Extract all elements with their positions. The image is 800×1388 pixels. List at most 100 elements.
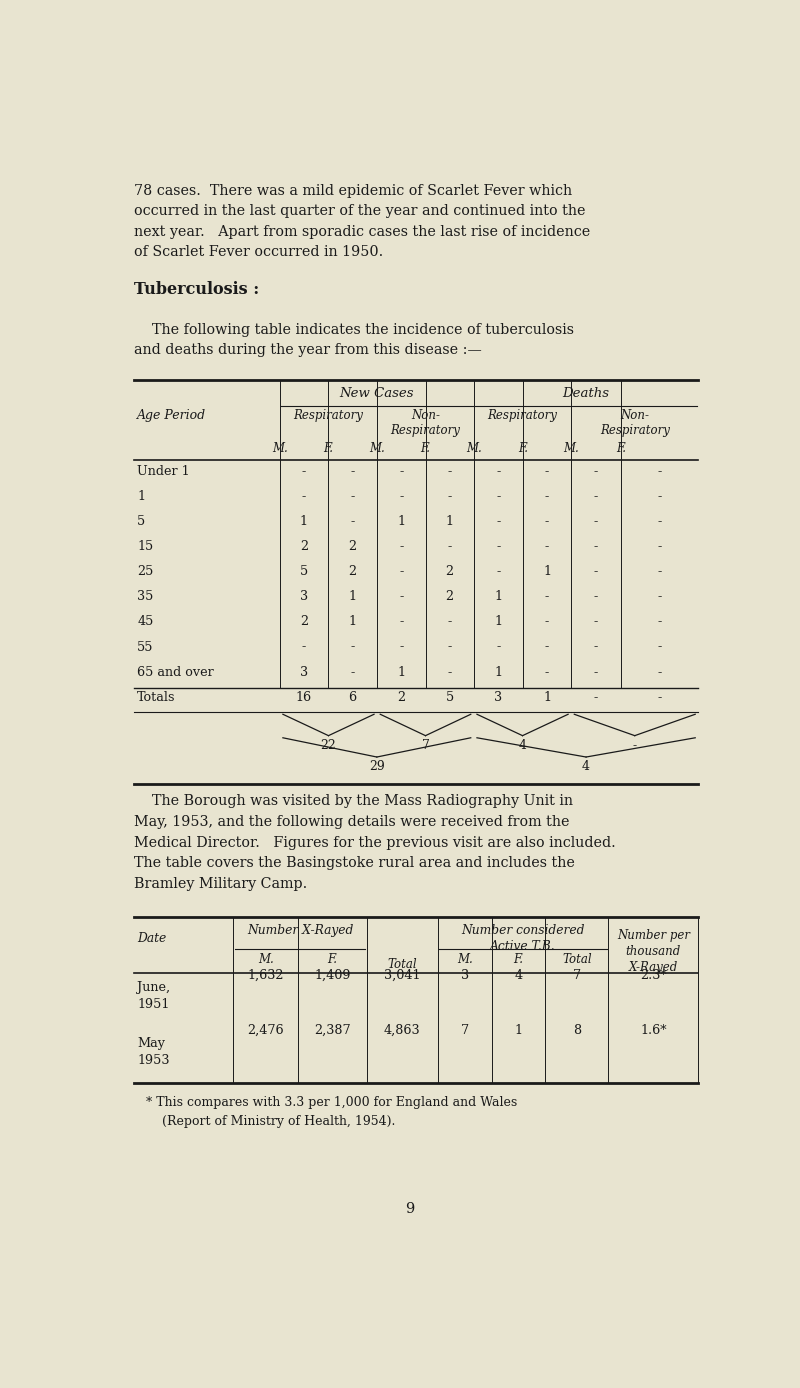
Text: -: - [447, 615, 452, 629]
Text: -: - [447, 490, 452, 502]
Text: 1: 1 [398, 666, 406, 679]
Text: -: - [594, 590, 598, 604]
Text: 29: 29 [369, 761, 385, 773]
Text: 4,863: 4,863 [384, 1024, 421, 1037]
Text: Date: Date [138, 933, 166, 945]
Text: F.: F. [323, 443, 333, 455]
Text: 55: 55 [138, 640, 154, 654]
Text: -: - [594, 640, 598, 654]
Text: May
1953: May 1953 [138, 1037, 170, 1066]
Text: -: - [447, 465, 452, 477]
Text: 3: 3 [461, 969, 469, 981]
Text: 1: 1 [543, 565, 551, 579]
Text: -: - [594, 540, 598, 552]
Text: M.: M. [457, 952, 473, 966]
Text: -: - [594, 490, 598, 502]
Text: 3,041: 3,041 [384, 969, 421, 981]
Text: -: - [496, 540, 501, 552]
Text: 1: 1 [398, 515, 406, 527]
Text: -: - [350, 515, 354, 527]
Text: F.: F. [514, 952, 523, 966]
Text: F.: F. [616, 443, 626, 455]
Text: 25: 25 [138, 565, 154, 579]
Text: 1: 1 [543, 691, 551, 704]
Text: M.: M. [466, 443, 482, 455]
Text: -: - [658, 640, 662, 654]
Text: -: - [545, 465, 549, 477]
Text: The following table indicates the incidence of tuberculosis
and deaths during th: The following table indicates the incide… [134, 322, 574, 357]
Text: -: - [545, 640, 549, 654]
Text: Number per
thousand
X-Rayed: Number per thousand X-Rayed [617, 929, 690, 974]
Text: 78 cases.  There was a mild epidemic of Scarlet Fever which
occurred in the last: 78 cases. There was a mild epidemic of S… [134, 183, 590, 260]
Text: 2: 2 [398, 691, 406, 704]
Text: -: - [399, 490, 403, 502]
Text: 35: 35 [138, 590, 154, 604]
Text: New Cases: New Cases [339, 387, 414, 400]
Text: -: - [658, 515, 662, 527]
Text: 45: 45 [138, 615, 154, 629]
Text: * This compares with 3.3 per 1,000 for England and Wales: * This compares with 3.3 per 1,000 for E… [146, 1095, 518, 1109]
Text: Deaths: Deaths [562, 387, 610, 400]
Text: -: - [633, 738, 637, 752]
Text: 9: 9 [406, 1202, 414, 1216]
Text: -: - [350, 465, 354, 477]
Text: -: - [658, 590, 662, 604]
Text: -: - [350, 666, 354, 679]
Text: 16: 16 [296, 691, 312, 704]
Text: 7: 7 [422, 738, 430, 752]
Text: 5: 5 [300, 565, 308, 579]
Text: -: - [399, 465, 403, 477]
Text: 1: 1 [300, 515, 308, 527]
Text: -: - [399, 640, 403, 654]
Text: 3: 3 [300, 590, 308, 604]
Text: -: - [658, 565, 662, 579]
Text: -: - [496, 640, 501, 654]
Text: 22: 22 [321, 738, 336, 752]
Text: 4: 4 [582, 761, 590, 773]
Text: 1: 1 [494, 666, 502, 679]
Text: 2: 2 [446, 590, 454, 604]
Text: Number X-Rayed: Number X-Rayed [246, 924, 353, 937]
Text: (Report of Ministry of Health, 1954).: (Report of Ministry of Health, 1954). [146, 1115, 396, 1128]
Text: 1.6*: 1.6* [640, 1024, 666, 1037]
Text: M.: M. [370, 443, 385, 455]
Text: -: - [594, 565, 598, 579]
Text: F.: F. [421, 443, 430, 455]
Text: Age Period: Age Period [138, 409, 206, 422]
Text: -: - [545, 615, 549, 629]
Text: -: - [545, 666, 549, 679]
Text: -: - [302, 640, 306, 654]
Text: Under 1: Under 1 [138, 465, 190, 477]
Text: 3: 3 [300, 666, 308, 679]
Text: 2: 2 [349, 565, 357, 579]
Text: 1: 1 [494, 615, 502, 629]
Text: 15: 15 [138, 540, 154, 552]
Text: M.: M. [258, 952, 274, 966]
Text: -: - [399, 590, 403, 604]
Text: 7: 7 [461, 1024, 469, 1037]
Text: Respiratory: Respiratory [487, 409, 558, 422]
Text: -: - [496, 515, 501, 527]
Text: -: - [545, 590, 549, 604]
Text: -: - [594, 691, 598, 704]
Text: -: - [399, 540, 403, 552]
Text: 2: 2 [300, 540, 308, 552]
Text: 1,632: 1,632 [248, 969, 284, 981]
Text: -: - [594, 666, 598, 679]
Text: -: - [302, 490, 306, 502]
Text: -: - [302, 465, 306, 477]
Text: 1,409: 1,409 [314, 969, 350, 981]
Text: -: - [399, 615, 403, 629]
Text: Non-
Respiratory: Non- Respiratory [390, 409, 461, 437]
Text: 2: 2 [349, 540, 357, 552]
Text: -: - [350, 490, 354, 502]
Text: 1: 1 [138, 490, 146, 502]
Text: -: - [658, 691, 662, 704]
Text: -: - [545, 490, 549, 502]
Text: -: - [447, 666, 452, 679]
Text: -: - [658, 490, 662, 502]
Text: 2: 2 [300, 615, 308, 629]
Text: 1: 1 [514, 1024, 522, 1037]
Text: Non-
Respiratory: Non- Respiratory [600, 409, 670, 437]
Text: -: - [594, 615, 598, 629]
